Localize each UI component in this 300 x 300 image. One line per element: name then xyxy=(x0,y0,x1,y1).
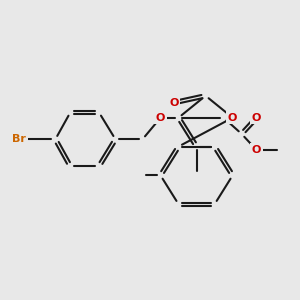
Text: O: O xyxy=(156,113,165,123)
Text: Br: Br xyxy=(12,134,26,144)
Text: O: O xyxy=(169,98,179,108)
Text: O: O xyxy=(228,113,237,123)
Text: O: O xyxy=(252,145,261,155)
Text: O: O xyxy=(252,113,261,123)
